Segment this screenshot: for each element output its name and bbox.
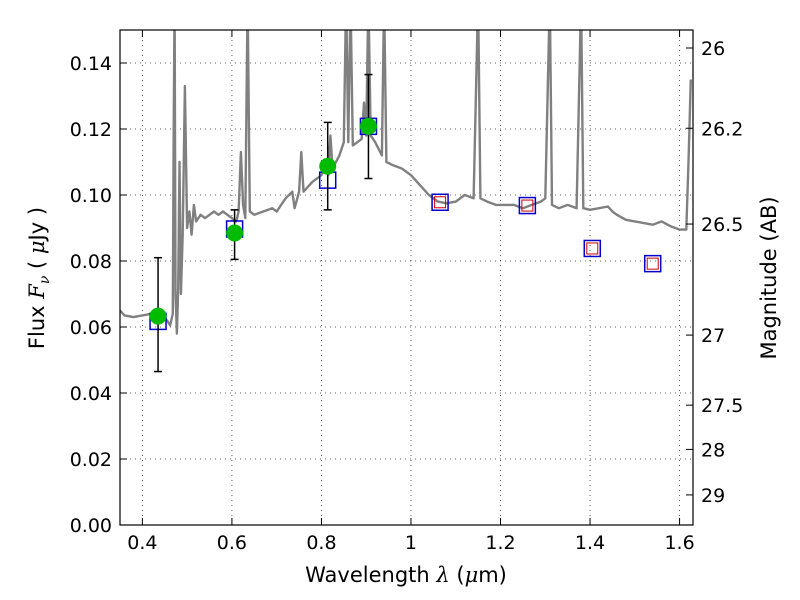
model-spectrum-line <box>120 30 692 335</box>
predicted-marker <box>521 199 534 212</box>
y2-tick-label: 26.2 <box>701 118 743 140</box>
y2-tick-label: 26 <box>701 38 725 60</box>
observed-point <box>319 157 337 175</box>
x-tick-label: 0.6 <box>217 532 247 554</box>
y-tick-label: 0.06 <box>70 317 112 339</box>
observed-point <box>359 117 377 135</box>
y2-axis-label: Magnitude (AB) <box>757 196 781 359</box>
y-tick-label: 0.02 <box>70 449 112 471</box>
model-photometry-marker <box>518 196 537 215</box>
y-tick-label: 0.00 <box>70 515 112 537</box>
x-tick-label: 0.4 <box>127 532 157 554</box>
predicted-marker <box>434 196 447 209</box>
x-tick-label: 1.4 <box>575 532 605 554</box>
y2-tick-label: 26.5 <box>701 214 743 236</box>
x-tick-label: 1.2 <box>485 532 515 554</box>
model-photometry-marker <box>643 254 662 273</box>
model-photometry-marker <box>583 239 602 258</box>
y-axis-label: Flux Fν ( μJy ) <box>25 207 53 349</box>
y2-tick-label: 29 <box>701 485 725 507</box>
y-tick-label: 0.12 <box>70 119 112 141</box>
axis-ticks: 0.4 0.6 0.8 1 1.2 1.4 1.6 0.00 0.02 0.04 0.06 0.08 0… <box>70 30 743 554</box>
y-tick-label: 0.08 <box>70 251 112 273</box>
y-tick-label: 0.04 <box>70 383 112 405</box>
predicted-marker <box>586 242 599 255</box>
observed-point <box>226 224 244 242</box>
x-tick-label: 1.6 <box>664 532 694 554</box>
plot-area <box>120 30 692 373</box>
x-tick-label: 0.8 <box>306 532 336 554</box>
y-tick-label: 0.14 <box>70 53 112 75</box>
observed-point <box>149 307 167 325</box>
y-tick-label: 0.10 <box>70 185 112 207</box>
predicted-marker <box>646 257 659 270</box>
y2-tick-label: 28 <box>701 439 725 461</box>
y2-tick-label: 27.5 <box>701 395 743 417</box>
plot-frame <box>119 29 694 526</box>
y2-tick-label: 27 <box>701 325 725 347</box>
x-tick-label: 1 <box>405 532 417 554</box>
grid <box>120 30 693 526</box>
model-photometry-marker <box>431 193 449 212</box>
x-axis-label: Wavelength λ (μm) <box>305 563 507 587</box>
